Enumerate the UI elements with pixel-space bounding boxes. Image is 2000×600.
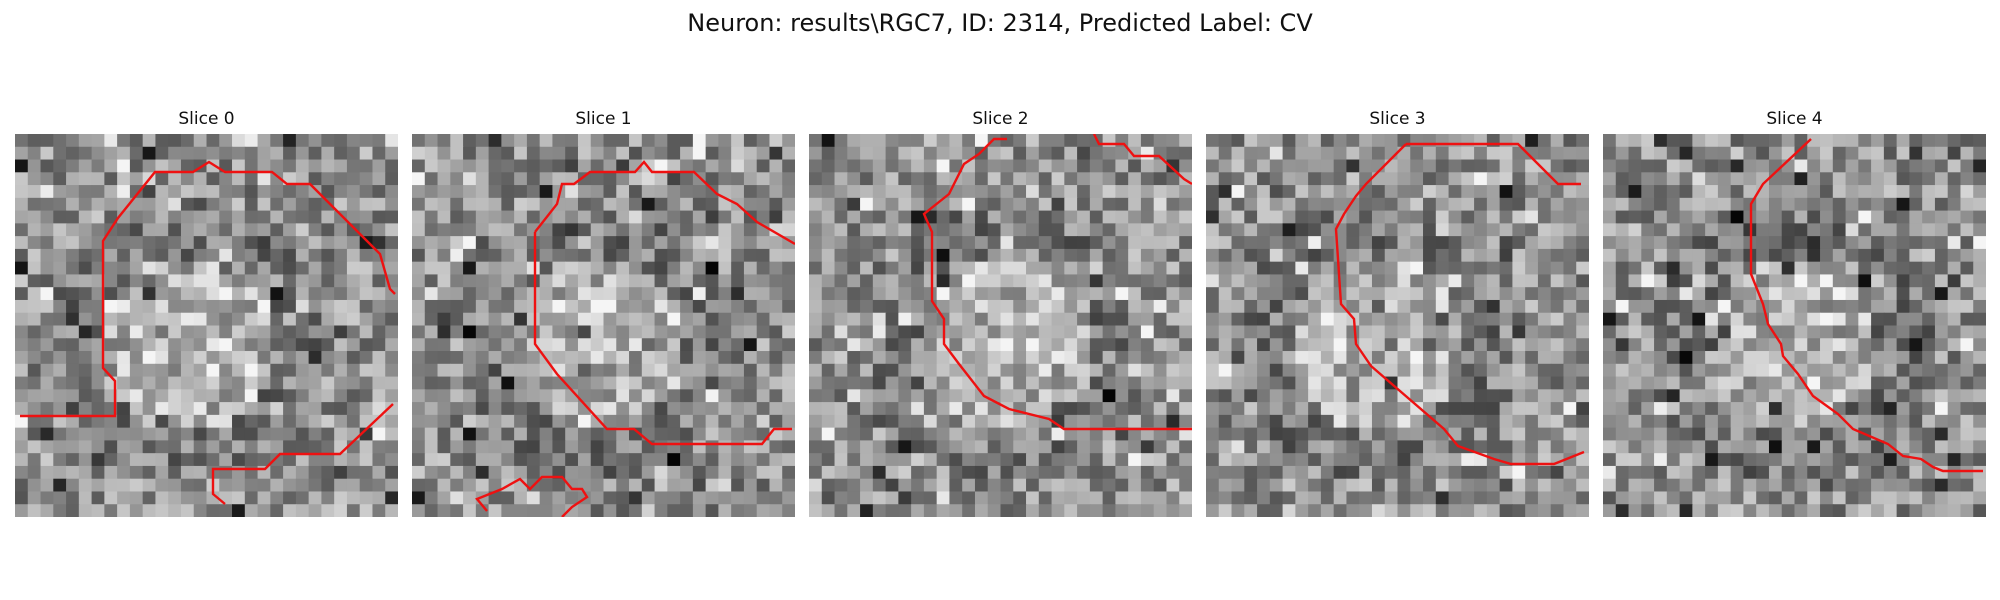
slice-panel-1: Slice 1 xyxy=(412,108,795,521)
slice-image-1 xyxy=(412,134,795,517)
slice-title-4: Slice 4 xyxy=(1766,109,1823,129)
contour-line xyxy=(534,160,795,246)
slice-panel-3: Slice 3 xyxy=(1206,108,1589,521)
slice-image-0 xyxy=(15,134,398,517)
slice-pixels-2 xyxy=(809,134,1192,517)
slice-panel-2: Slice 2 xyxy=(809,108,1192,521)
contour-line xyxy=(533,232,792,446)
contour-line xyxy=(1749,138,1983,473)
contour-line xyxy=(1406,142,1581,186)
slice-title-0: Slice 0 xyxy=(178,109,235,129)
contour-line xyxy=(922,137,1192,431)
slice-image-3 xyxy=(1206,134,1589,517)
contour-line xyxy=(20,160,396,418)
slice-image-4 xyxy=(1603,134,1986,517)
slice-panel-4: Slice 4 xyxy=(1603,108,1986,521)
contour-line xyxy=(475,475,589,517)
contour-line xyxy=(211,403,394,505)
slice-title-1: Slice 1 xyxy=(575,109,632,129)
slice-pixels-0 xyxy=(15,134,398,517)
slice-title-2: Slice 2 xyxy=(972,109,1029,129)
slice-title-3: Slice 3 xyxy=(1369,109,1426,129)
slice-pixels-1 xyxy=(412,134,795,517)
figure-title: Neuron: results\RGC7, ID: 2314, Predicte… xyxy=(687,9,1313,37)
slice-panel-0: Slice 0 xyxy=(15,108,398,521)
slice-image-2 xyxy=(809,134,1192,517)
slice-pixels-3 xyxy=(1206,134,1589,517)
contour-line xyxy=(1334,143,1585,466)
slice-pixels-4 xyxy=(1603,134,1986,517)
contour-line xyxy=(1092,134,1192,186)
